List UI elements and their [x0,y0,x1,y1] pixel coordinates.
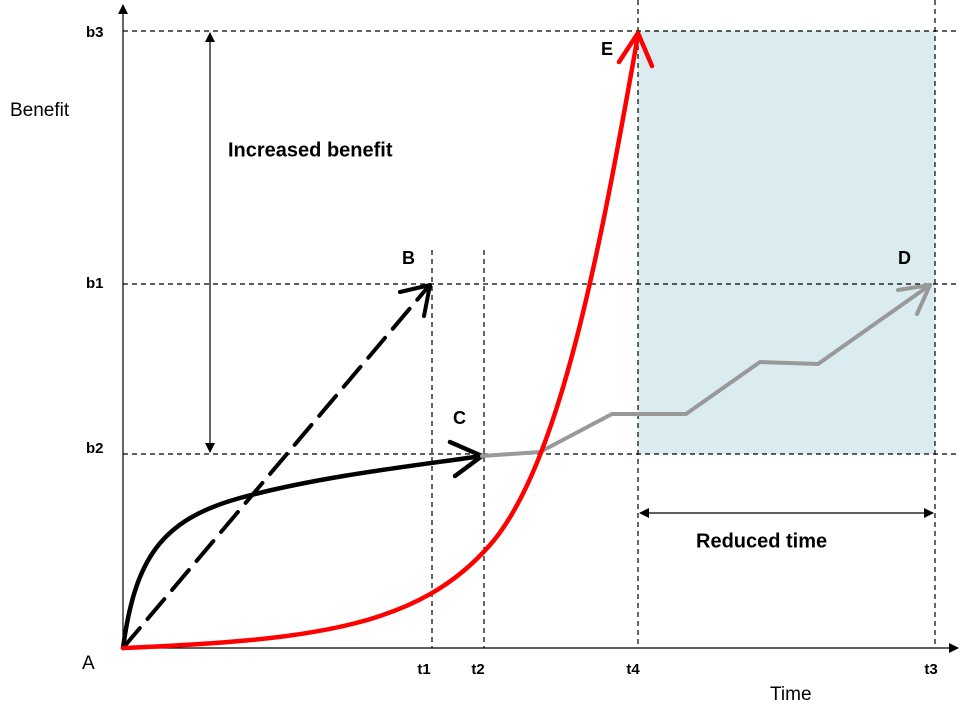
point-label: B [402,248,415,268]
reduced-time-region [638,31,935,454]
y-axis-label: Benefit [10,100,70,121]
point-label: A [82,653,95,674]
y-level-label: b2 [86,440,104,457]
x-level-label: t3 [924,661,937,678]
dashed-path-ab [121,285,430,650]
y-level-label: b1 [86,275,104,292]
arrowhead-e [616,30,655,69]
arrowhead-d [896,283,932,316]
x-level-label: t2 [471,661,484,678]
path-ac [120,453,485,651]
point-label: D [898,248,911,268]
arrowhead-b [398,283,432,318]
annotation: Reduced time [696,530,827,552]
point-label: E [601,39,613,59]
x-axis-label: Time [770,684,812,705]
x-level-label: t1 [417,661,430,678]
x-level-label: t4 [626,661,640,678]
annotation: Increased benefit [228,139,393,161]
point-label: C [453,408,466,428]
path-ae [120,32,641,651]
y-level-label: b3 [86,24,104,41]
